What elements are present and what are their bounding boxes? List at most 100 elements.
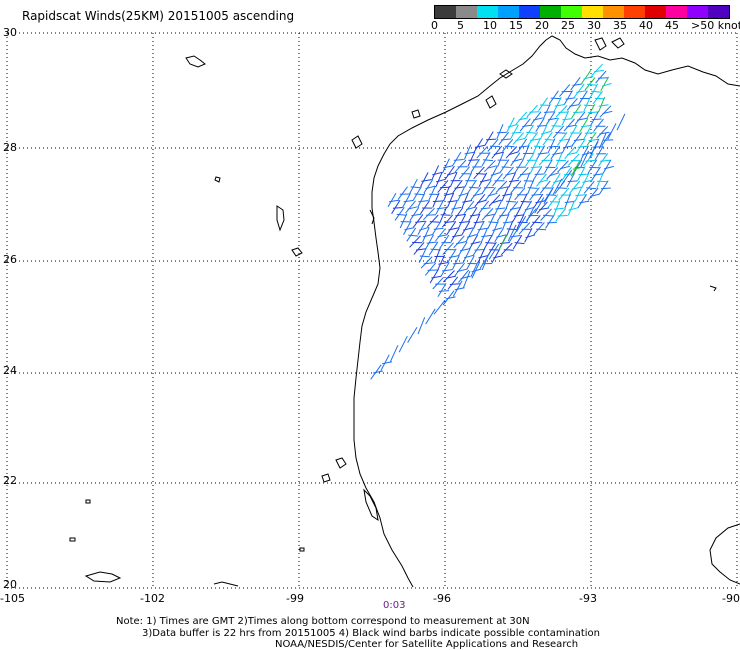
wind-barb [447, 248, 457, 263]
wind-barb [470, 241, 481, 245]
wind-barb [543, 103, 551, 119]
wind-barb [574, 186, 583, 202]
wind-barb [547, 194, 559, 208]
wind-barb [512, 132, 525, 145]
lat-label-20: 20 [3, 578, 17, 591]
wind-barb [499, 242, 510, 244]
wind-barb [485, 242, 496, 244]
wind-barb [458, 241, 468, 256]
wind-barb [512, 158, 523, 163]
wind-barb [589, 141, 599, 158]
wind-barb [558, 187, 570, 201]
wind-barb [446, 171, 457, 176]
wind-barb [409, 207, 420, 221]
wind-barb [499, 159, 510, 173]
wind-barb [573, 159, 583, 174]
wind-barb [492, 255, 503, 259]
wind-barb [511, 131, 522, 134]
wind-barb [450, 227, 460, 242]
wind-barb [452, 234, 463, 238]
wind-barb [597, 77, 608, 79]
wind-barb [428, 185, 436, 201]
wind-barb [491, 145, 503, 159]
wind-barb [442, 158, 450, 174]
wind-barb [590, 193, 601, 197]
wind-barb [542, 131, 553, 146]
wind-barb [451, 255, 460, 270]
wind-barb [532, 138, 541, 154]
wind-barb [603, 165, 614, 170]
wind-barb [581, 151, 592, 156]
wind-barb [538, 179, 549, 184]
wind-barb [566, 97, 578, 111]
wind-barb [498, 186, 509, 190]
wind-barb [486, 165, 497, 169]
wind-barb [579, 117, 589, 133]
wind-barb [508, 151, 519, 156]
wind-barb [461, 220, 471, 236]
wind-barb [555, 152, 563, 168]
wind-barb [578, 173, 589, 176]
wind-barb [577, 194, 587, 209]
wind-barb [590, 111, 599, 126]
wind-barb [530, 138, 540, 141]
wind-barb [507, 200, 519, 215]
wind-barb [442, 242, 454, 255]
wind-barb [469, 214, 480, 217]
wind-barb [585, 159, 596, 162]
wind-barb [459, 248, 470, 252]
wind-barb [389, 345, 399, 362]
wind-barb [473, 166, 485, 180]
wind-barb [507, 123, 518, 128]
wind-barb [567, 180, 578, 183]
wind-barb [479, 179, 490, 183]
wind-barb [432, 200, 443, 203]
wind-barb [429, 269, 439, 284]
wind-barb [517, 138, 528, 153]
wind-barb [536, 201, 548, 215]
wind-barb [447, 276, 459, 290]
wind-barb [444, 165, 455, 180]
lon-label-93: -93 [579, 592, 597, 605]
wind-barb [522, 144, 530, 160]
wind-barb [533, 193, 544, 208]
wind-barb [447, 200, 458, 203]
wind-barb [453, 207, 464, 221]
colorbar-swatch [582, 6, 603, 18]
wind-barb [452, 179, 463, 194]
wind-barb [407, 206, 418, 210]
wind-barb [543, 111, 554, 113]
wind-barb [487, 192, 498, 197]
wind-barb [418, 200, 429, 203]
wind-barb [533, 117, 544, 121]
wind-barb [454, 186, 465, 189]
wind-barb [548, 145, 559, 148]
wind-barb [583, 153, 594, 167]
wind-barb [499, 214, 510, 217]
wind-barb [602, 159, 612, 174]
wind-barb [574, 83, 585, 98]
wind-barb [533, 222, 545, 235]
wind-barb [594, 145, 604, 160]
wind-speed-colorbar [434, 5, 730, 19]
wind-barb [483, 234, 493, 250]
wind-barb [553, 207, 564, 210]
wind-barb [482, 159, 494, 162]
wind-barb [559, 84, 571, 97]
wind-barb [524, 124, 534, 139]
wind-barb [496, 131, 507, 134]
wind-barb [419, 255, 430, 258]
wind-barb [412, 214, 424, 228]
lat-label-28: 28 [3, 141, 17, 154]
wind-barb [446, 192, 455, 208]
wind-barb [443, 192, 454, 196]
wind-barb [552, 152, 563, 155]
wind-barb [394, 207, 405, 221]
wind-barb [484, 213, 495, 217]
wind-barb [546, 194, 557, 196]
wind-barb [481, 151, 491, 167]
wind-barb [466, 255, 475, 270]
lat-label-24: 24 [3, 364, 17, 377]
wind-barb [473, 138, 484, 153]
